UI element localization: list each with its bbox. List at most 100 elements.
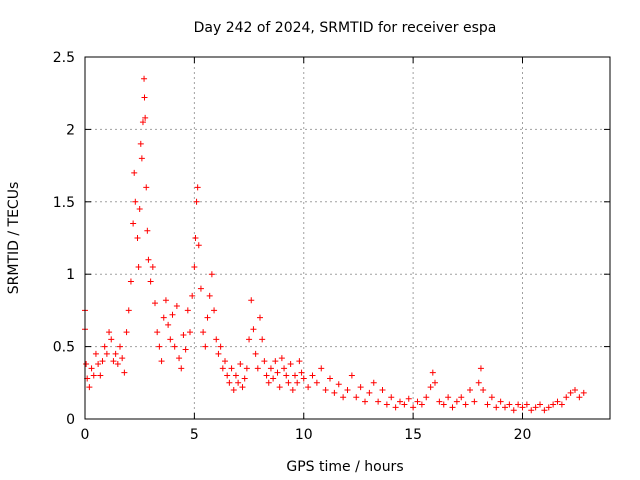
data-point: [379, 387, 386, 394]
data-point: [248, 297, 255, 304]
x-tick-label: 0: [81, 427, 90, 443]
data-point: [298, 369, 305, 376]
data-point: [309, 372, 316, 379]
data-point: [327, 375, 333, 382]
data-point: [267, 365, 274, 372]
data-point: [436, 398, 443, 405]
data-point: [497, 398, 504, 405]
data-point: [263, 372, 270, 379]
x-tick-label: 15: [404, 427, 422, 443]
data-point: [180, 332, 187, 339]
data-point: [502, 404, 508, 411]
data-point: [152, 300, 158, 307]
data-point: [353, 394, 360, 401]
data-point: [117, 343, 123, 350]
data-point: [340, 394, 347, 401]
data-point: [272, 358, 279, 365]
data-point: [449, 404, 456, 411]
data-point: [292, 372, 298, 379]
data-point: [99, 358, 106, 365]
data-point: [362, 398, 368, 405]
y-axis-label: SRMTID / TECUs: [6, 182, 22, 295]
data-point: [541, 407, 548, 414]
data-point: [158, 358, 165, 365]
data-point: [366, 389, 373, 396]
data-point: [187, 329, 193, 336]
data-point: [235, 379, 242, 386]
data-point: [106, 329, 113, 336]
data-point: [145, 256, 152, 263]
data-point: [228, 365, 235, 372]
data-point: [278, 355, 285, 362]
data-point: [194, 184, 201, 191]
data-point: [418, 401, 425, 408]
data-point: [193, 198, 200, 205]
data-point: [252, 350, 259, 357]
data-point: [156, 343, 163, 350]
data-point: [289, 387, 296, 394]
data-point: [147, 278, 154, 285]
data-point: [213, 336, 220, 343]
data-point: [313, 379, 320, 386]
data-point: [176, 355, 183, 362]
data-point: [178, 365, 185, 372]
data-point: [558, 401, 565, 408]
data-point: [519, 404, 526, 411]
data-point: [287, 360, 294, 367]
data-point: [114, 360, 121, 367]
data-point: [318, 365, 325, 372]
data-point: [149, 263, 156, 270]
data-point: [173, 303, 180, 310]
y-tick-label: 0: [66, 412, 75, 428]
data-point: [305, 384, 312, 391]
data-point: [138, 155, 145, 162]
data-point: [215, 350, 222, 357]
data-point: [257, 314, 263, 321]
y-tick-label: 0.5: [53, 340, 75, 356]
data-points: [82, 75, 587, 414]
x-tick-label: 5: [190, 427, 199, 443]
data-point: [283, 372, 290, 379]
y-tick-label: 2: [66, 122, 75, 138]
data-point: [154, 329, 161, 336]
data-point: [222, 358, 228, 365]
data-point: [217, 343, 224, 350]
data-point: [189, 292, 196, 299]
data-point: [197, 285, 204, 292]
data-point: [204, 314, 211, 321]
data-point: [550, 401, 557, 408]
data-point: [101, 343, 108, 350]
data-point: [554, 398, 561, 405]
data-point: [169, 311, 176, 318]
data-point: [195, 242, 202, 249]
data-point: [191, 263, 198, 270]
data-point: [119, 355, 126, 362]
data-point: [86, 384, 93, 391]
plot-frame: [84, 56, 611, 420]
x-axis-label: GPS time / hours: [286, 459, 403, 475]
data-point: [136, 206, 143, 213]
data-point: [515, 401, 522, 408]
data-point: [331, 389, 338, 396]
grid-lines: [85, 57, 610, 419]
data-point: [462, 401, 469, 408]
data-point: [92, 350, 99, 357]
data-point: [103, 350, 110, 357]
data-point: [375, 398, 382, 405]
data-point: [127, 278, 134, 285]
data-point: [121, 369, 128, 376]
data-point: [423, 394, 430, 401]
data-point: [296, 358, 303, 365]
data-point: [206, 292, 213, 299]
data-point: [545, 404, 552, 411]
data-point: [139, 119, 146, 126]
data-point: [95, 360, 102, 367]
data-point: [477, 365, 484, 372]
data-point: [427, 384, 434, 391]
data-point: [467, 387, 473, 394]
data-point: [405, 395, 412, 402]
data-point: [237, 360, 244, 367]
data-point: [143, 184, 150, 191]
data-point: [246, 336, 253, 343]
